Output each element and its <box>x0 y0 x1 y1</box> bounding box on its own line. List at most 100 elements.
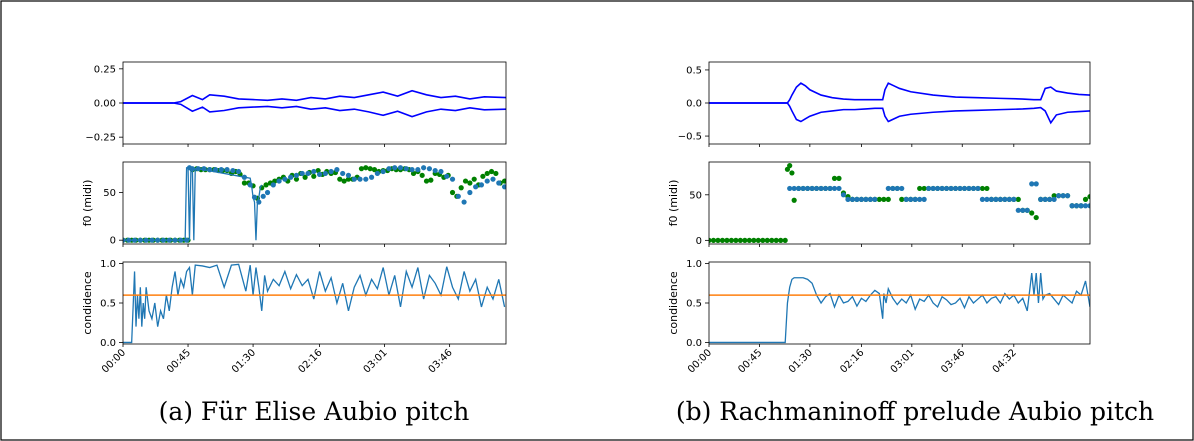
pitch-point <box>849 196 856 202</box>
pitch-point <box>467 189 473 196</box>
pitch-point <box>449 189 456 196</box>
pitch-point <box>1051 196 1057 202</box>
pitch-point <box>885 185 891 192</box>
f0-panel-a: 0 50 f0 (midi) <box>81 161 507 247</box>
series-line <box>123 167 263 241</box>
pitch-point <box>1033 181 1039 187</box>
pitch-point <box>997 196 1003 202</box>
y-tick-label: 0.5 <box>686 299 702 310</box>
pitch-point <box>719 237 726 243</box>
pitch-point <box>345 176 352 182</box>
pitch-point <box>831 175 838 181</box>
caption-b: (b) Rachmaninoff prelude Aubio pitch <box>676 397 1154 426</box>
pitch-point <box>380 168 386 175</box>
pitch-point <box>426 166 432 172</box>
pitch-point <box>1082 196 1089 202</box>
pitch-point <box>899 196 905 202</box>
y-tick-label: 0 <box>696 236 702 247</box>
pitch-point <box>1064 193 1071 199</box>
waveform-panel-b: −0.5 0.0 0.5 <box>678 61 1091 147</box>
pitch-point <box>480 173 486 179</box>
pitch-point <box>746 237 752 243</box>
pitch-point <box>1047 196 1053 202</box>
pitch-point <box>305 170 311 177</box>
pitch-point <box>473 184 479 190</box>
pitch-point <box>337 176 343 182</box>
pitch-point <box>311 168 317 175</box>
pitch-point <box>930 185 936 192</box>
pitch-point <box>791 197 797 203</box>
pitch-point <box>386 166 392 172</box>
pitch-point <box>917 185 923 192</box>
pitch-point <box>961 185 968 192</box>
pitch-point <box>241 180 248 186</box>
pitch-point <box>952 185 959 192</box>
pitch-point <box>1082 203 1089 209</box>
confidence-panel-b: 0.0 0.5 1.0 condidence <box>667 259 1091 349</box>
pitch-point <box>979 185 986 192</box>
pitch-point <box>715 237 721 243</box>
pitch-point <box>293 172 300 178</box>
pitch-point <box>863 196 869 202</box>
pitch-point <box>449 176 456 182</box>
pitch-point <box>409 167 415 173</box>
pitch-point <box>471 176 477 182</box>
pitch-point <box>845 196 851 202</box>
pitch-point <box>836 175 842 181</box>
y-tick-label: 0.00 <box>94 99 116 110</box>
pitch-point <box>467 180 473 186</box>
pitch-point <box>461 199 467 205</box>
pitch-point <box>316 171 323 177</box>
pitch-point <box>1087 194 1090 200</box>
pitch-point <box>979 196 986 202</box>
pitch-point <box>800 185 806 192</box>
pitch-point <box>805 185 811 192</box>
pitch-point <box>876 196 882 202</box>
pitch-point <box>728 237 735 243</box>
pitch-point <box>988 196 994 202</box>
subfigure-fur-elise: −0.25 0.00 0.25 0 50 f0 (midi) 0.0 0.5 1.0 cond… <box>81 61 507 426</box>
pitch-point <box>1087 203 1090 209</box>
pitch-point <box>368 174 375 180</box>
pitch-point <box>885 196 891 202</box>
subfigure-rachmaninoff: −0.5 0.0 0.5 0 50 f0 (midi) 0.0 0.5 1.0 condide… <box>667 61 1154 426</box>
y-tick-label: 0.25 <box>94 64 116 75</box>
pitch-point <box>224 167 230 173</box>
pitch-point <box>943 185 950 192</box>
pitch-point <box>1042 196 1048 202</box>
pitch-point <box>212 167 219 173</box>
pitch-point <box>341 178 347 184</box>
plot-area <box>709 272 1090 344</box>
pitch-point <box>1015 207 1021 213</box>
waveform-panel-a: −0.25 0.00 0.25 <box>85 61 507 147</box>
pitch-point <box>328 168 334 175</box>
confidence-panel-a: 0.0 0.5 1.0 condidence <box>81 259 507 349</box>
pitch-point <box>724 237 730 243</box>
pitch-point <box>302 174 308 180</box>
pitch-point <box>970 185 977 192</box>
pitch-point <box>854 196 860 202</box>
pitch-point <box>444 173 450 179</box>
pitch-point <box>484 178 490 184</box>
pitch-point <box>419 172 425 178</box>
y-axis-label: condidence <box>81 271 94 335</box>
pitch-point <box>1056 193 1062 199</box>
pitch-point <box>831 185 838 192</box>
pitch-point <box>358 166 365 172</box>
pitch-point <box>493 170 499 177</box>
y-tick-label: 1.0 <box>686 259 702 270</box>
pitch-point <box>787 185 793 192</box>
pitch-point <box>984 185 990 192</box>
y-tick-label: 0.5 <box>100 299 116 310</box>
axes-frame <box>708 161 1091 245</box>
pitch-point <box>1078 203 1084 209</box>
pitch-point <box>496 180 502 186</box>
pitch-point <box>1015 196 1021 202</box>
pitch-point <box>1051 193 1057 199</box>
pitch-point <box>1029 181 1035 187</box>
plot-area <box>709 82 1090 125</box>
pitch-point <box>917 196 923 202</box>
pitch-point <box>260 193 266 199</box>
